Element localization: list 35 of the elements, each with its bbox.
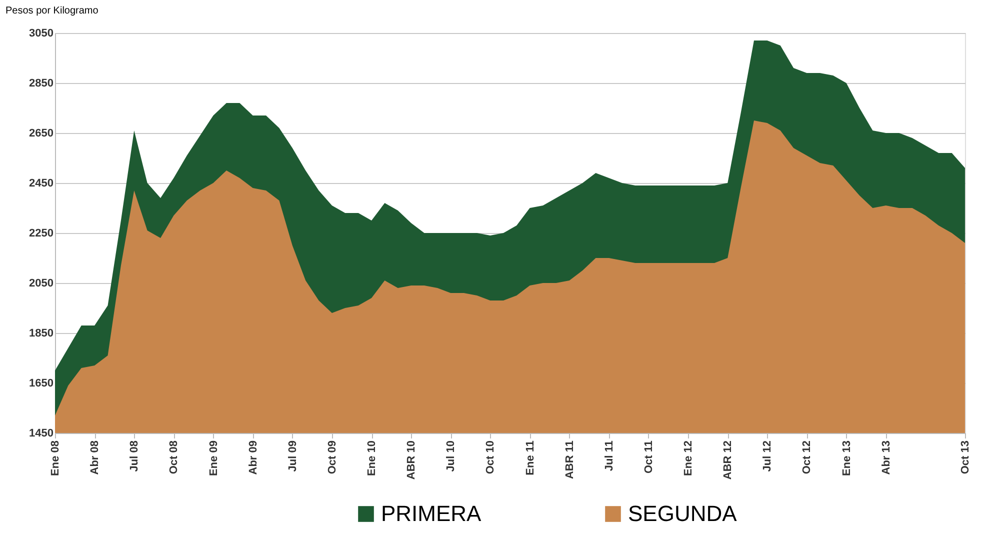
y-tick-label: 2650 xyxy=(29,128,54,140)
x-tick-label: Jul 09 xyxy=(286,440,299,472)
x-tick-label: Ene 11 xyxy=(524,440,536,476)
x-tick-label: Ene 08 xyxy=(50,440,62,476)
x-tick-label: Abr 09 xyxy=(247,440,260,475)
x-tick-label: ABR 10 xyxy=(406,440,418,480)
y-tick-label: 2850 xyxy=(29,78,54,90)
x-tick-label: Ene 12 xyxy=(682,440,695,476)
y-tick-label: 2450 xyxy=(29,178,54,190)
x-tick-label: ABR 12 xyxy=(722,440,734,480)
x-tick-label: Jul 08 xyxy=(128,440,141,472)
x-tick-label: Abr 08 xyxy=(89,440,102,475)
x-tick-label: Jul 12 xyxy=(762,440,774,472)
y-axis-title: Pesos por Kilogramo xyxy=(6,6,99,16)
y-tick-label: 1450 xyxy=(29,428,54,440)
y-tick-label: 2050 xyxy=(29,278,54,290)
y-tick-label: 1850 xyxy=(29,328,54,340)
legend-label: PRIMERA xyxy=(381,501,482,526)
x-tick-label: Oct 11 xyxy=(642,440,655,474)
x-tick-label: Oct 10 xyxy=(484,440,497,474)
x-tick-label: Jul 10 xyxy=(445,440,458,472)
y-tick-label: 2250 xyxy=(29,228,54,240)
x-tick-label: Oct 09 xyxy=(326,440,338,474)
x-tick-label: Oct 12 xyxy=(801,440,814,474)
x-tick-label: Abr 13 xyxy=(880,440,892,475)
x-tick-label: Oct 13 xyxy=(960,440,972,474)
legend-label: SEGUNDA xyxy=(628,501,738,526)
x-tick-label: ABR 11 xyxy=(564,440,576,480)
x-tick-label: Ene 09 xyxy=(208,440,220,476)
y-tick-label: 3050 xyxy=(29,28,54,40)
y-tick-label: 1650 xyxy=(29,378,54,390)
x-tick-label: Ene 13 xyxy=(840,440,853,476)
x-tick-label: Ene 10 xyxy=(366,440,378,476)
x-tick-label: Oct 08 xyxy=(168,440,180,474)
x-tick-label: Jul 11 xyxy=(603,440,616,472)
